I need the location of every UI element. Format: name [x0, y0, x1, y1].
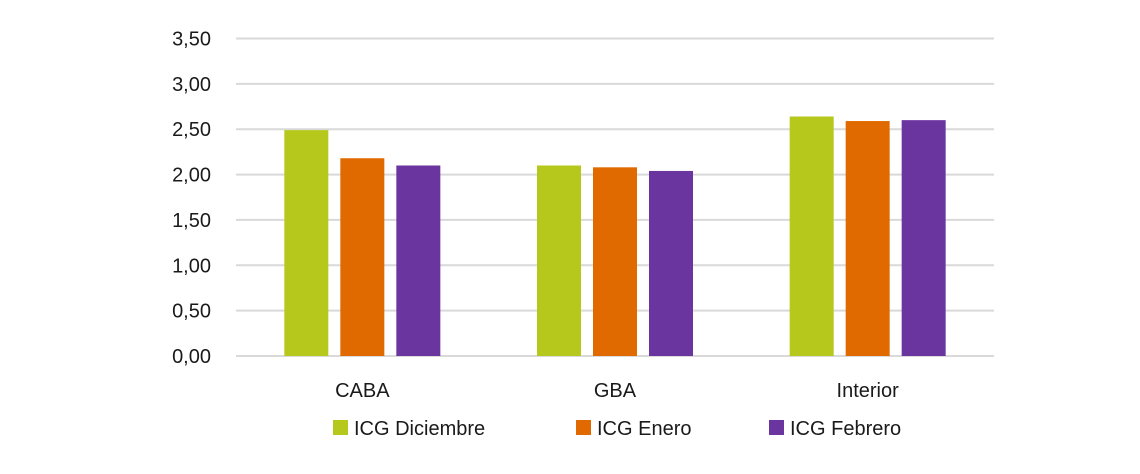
bar-gba-1	[593, 167, 637, 356]
legend-item: ICG Enero	[576, 418, 691, 440]
bar-interior-2	[901, 120, 946, 357]
y-tick-label: 1,50	[172, 210, 211, 232]
y-tick-label: 0,00	[172, 346, 211, 368]
legend-label: ICG Febrero	[790, 418, 901, 440]
y-tick-label: 2,00	[172, 165, 211, 187]
y-tick-label: 0,50	[172, 301, 211, 323]
bar-caba-1	[340, 158, 385, 356]
bar-caba-2	[396, 165, 441, 356]
legend-item: ICG Febrero	[769, 418, 901, 440]
y-tick-label: 3,00	[172, 74, 211, 96]
x-category-label: CABA	[335, 380, 390, 402]
bar-gba-0	[537, 165, 581, 356]
bar-caba-0	[284, 130, 329, 356]
legend-label: ICG Enero	[597, 418, 691, 440]
bar-gba-2	[649, 170, 693, 356]
x-category-label: GBA	[594, 380, 637, 402]
legend-item: ICG Diciembre	[333, 418, 485, 440]
bars	[284, 116, 946, 357]
legend-label: ICG Diciembre	[354, 418, 485, 440]
legend: ICG Diciembre ICG Enero ICG Febrero	[333, 418, 901, 440]
y-tick-label: 2,50	[172, 119, 211, 141]
bar-interior-0	[789, 116, 834, 356]
x-axis-categories: CABA GBA Interior	[335, 380, 899, 402]
legend-swatch	[769, 420, 784, 435]
y-tick-label: 3,50	[172, 29, 211, 51]
legend-swatch	[333, 420, 348, 435]
legend-swatch	[576, 420, 591, 435]
y-tick-label: 1,00	[172, 255, 211, 277]
x-category-label: Interior	[837, 380, 900, 402]
bar-interior-1	[845, 121, 890, 356]
y-axis-ticks: 0,00 0,50 1,00 1,50 2,00 2,50 3,00 3,50	[172, 29, 211, 369]
